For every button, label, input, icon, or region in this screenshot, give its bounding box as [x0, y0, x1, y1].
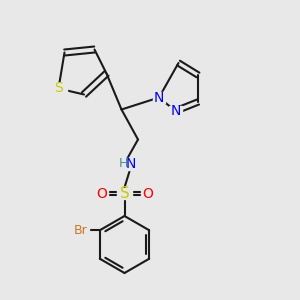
- Text: H: H: [118, 157, 128, 170]
- Bar: [50, 82, 67, 94]
- Bar: [141, 188, 154, 199]
- Text: N: N: [170, 104, 181, 118]
- Bar: [112, 158, 130, 169]
- Text: Br: Br: [74, 224, 87, 237]
- Text: S: S: [54, 82, 63, 95]
- Bar: [72, 224, 88, 236]
- Bar: [169, 106, 182, 116]
- Text: N: N: [126, 157, 136, 170]
- Text: S: S: [120, 186, 129, 201]
- Bar: [117, 188, 132, 199]
- Text: O: O: [142, 187, 153, 200]
- Bar: [153, 92, 165, 103]
- Bar: [95, 188, 108, 199]
- Text: O: O: [96, 187, 107, 200]
- Text: N: N: [154, 91, 164, 104]
